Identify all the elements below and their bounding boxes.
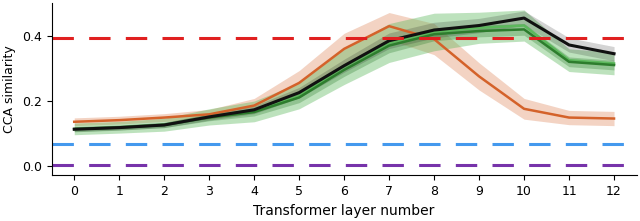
Y-axis label: CCA similarity: CCA similarity	[3, 46, 17, 133]
X-axis label: Transformer layer number: Transformer layer number	[253, 204, 435, 217]
